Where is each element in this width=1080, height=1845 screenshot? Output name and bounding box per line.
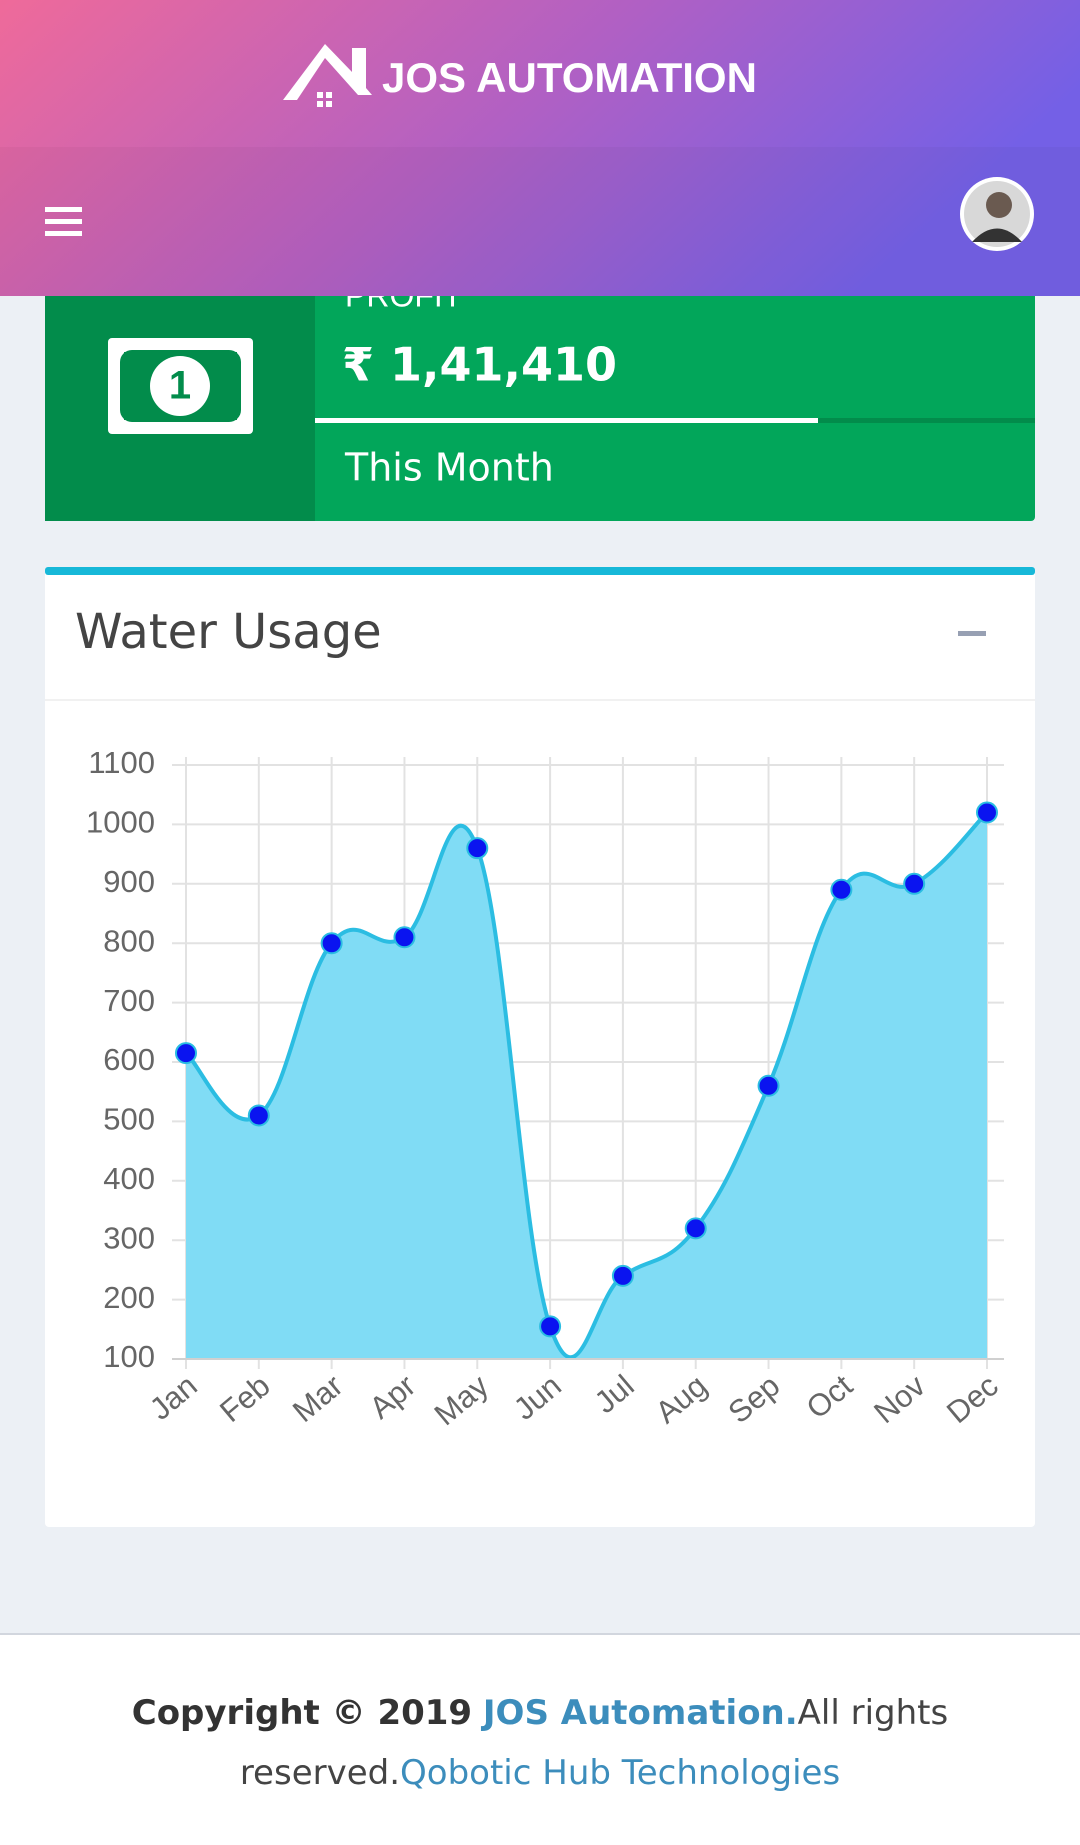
point	[830, 878, 853, 901]
logo	[283, 44, 372, 107]
point	[757, 1074, 780, 1097]
chart-title: Water Usage	[75, 604, 382, 660]
collapse-button[interactable]	[958, 631, 986, 636]
y-tick-label: 1000	[86, 805, 155, 840]
company-link[interactable]: JOS Automation.	[482, 1693, 798, 1733]
point	[684, 1217, 707, 1240]
developer-link[interactable]: Qobotic Hub Technologies	[400, 1753, 841, 1793]
y-tick-label: 200	[103, 1280, 155, 1315]
point	[175, 1042, 197, 1065]
point	[903, 872, 926, 895]
y-tick-label: 500	[103, 1102, 155, 1137]
point	[611, 1264, 634, 1287]
progress-bar	[315, 418, 818, 423]
y-tick-label: 700	[103, 983, 155, 1018]
card-top-border	[45, 567, 1035, 575]
point	[539, 1315, 562, 1338]
point	[247, 1104, 270, 1127]
header-bg	[0, 0, 1080, 296]
card-divider	[45, 699, 1035, 701]
y-tick-label: 600	[103, 1042, 155, 1077]
profit-label: PROFIT	[345, 277, 462, 313]
footer: Copyright © 2019 JOS Automation.All righ…	[0, 1633, 1080, 1845]
menu-toggle[interactable]	[45, 207, 82, 236]
y-tick-label: 800	[103, 923, 155, 958]
profit-period: This Month	[344, 446, 554, 490]
money-icon: 1	[108, 338, 253, 434]
y-tick-label: 300	[103, 1220, 155, 1255]
point	[393, 926, 416, 949]
area	[186, 812, 987, 1359]
copyright: Copyright © 2019	[131, 1693, 473, 1733]
y-tick-label: 900	[103, 864, 155, 899]
y-tick-label: 1100	[88, 745, 155, 780]
y-tick-label: 400	[103, 1161, 155, 1196]
brand: JOS AUTOMATION	[382, 54, 757, 101]
profit-card: 1 PROFIT ₹ 1,41,410 This Month	[45, 270, 1035, 521]
svg-text:1: 1	[169, 364, 191, 408]
point	[466, 837, 489, 860]
screen: 1 PROFIT ₹ 1,41,410 This Month JOS AUTOM…	[0, 0, 1080, 1527]
user-avatar[interactable]	[960, 177, 1034, 251]
footer-text: Copyright © 2019 JOS Automation.All righ…	[110, 1683, 970, 1803]
profit-value: ₹ 1,41,410	[342, 338, 617, 392]
point	[320, 932, 343, 955]
point	[976, 801, 998, 824]
rights: All rights reserved.	[239, 1693, 949, 1793]
navbar	[0, 147, 1080, 296]
y-tick-label: 100	[103, 1339, 155, 1374]
